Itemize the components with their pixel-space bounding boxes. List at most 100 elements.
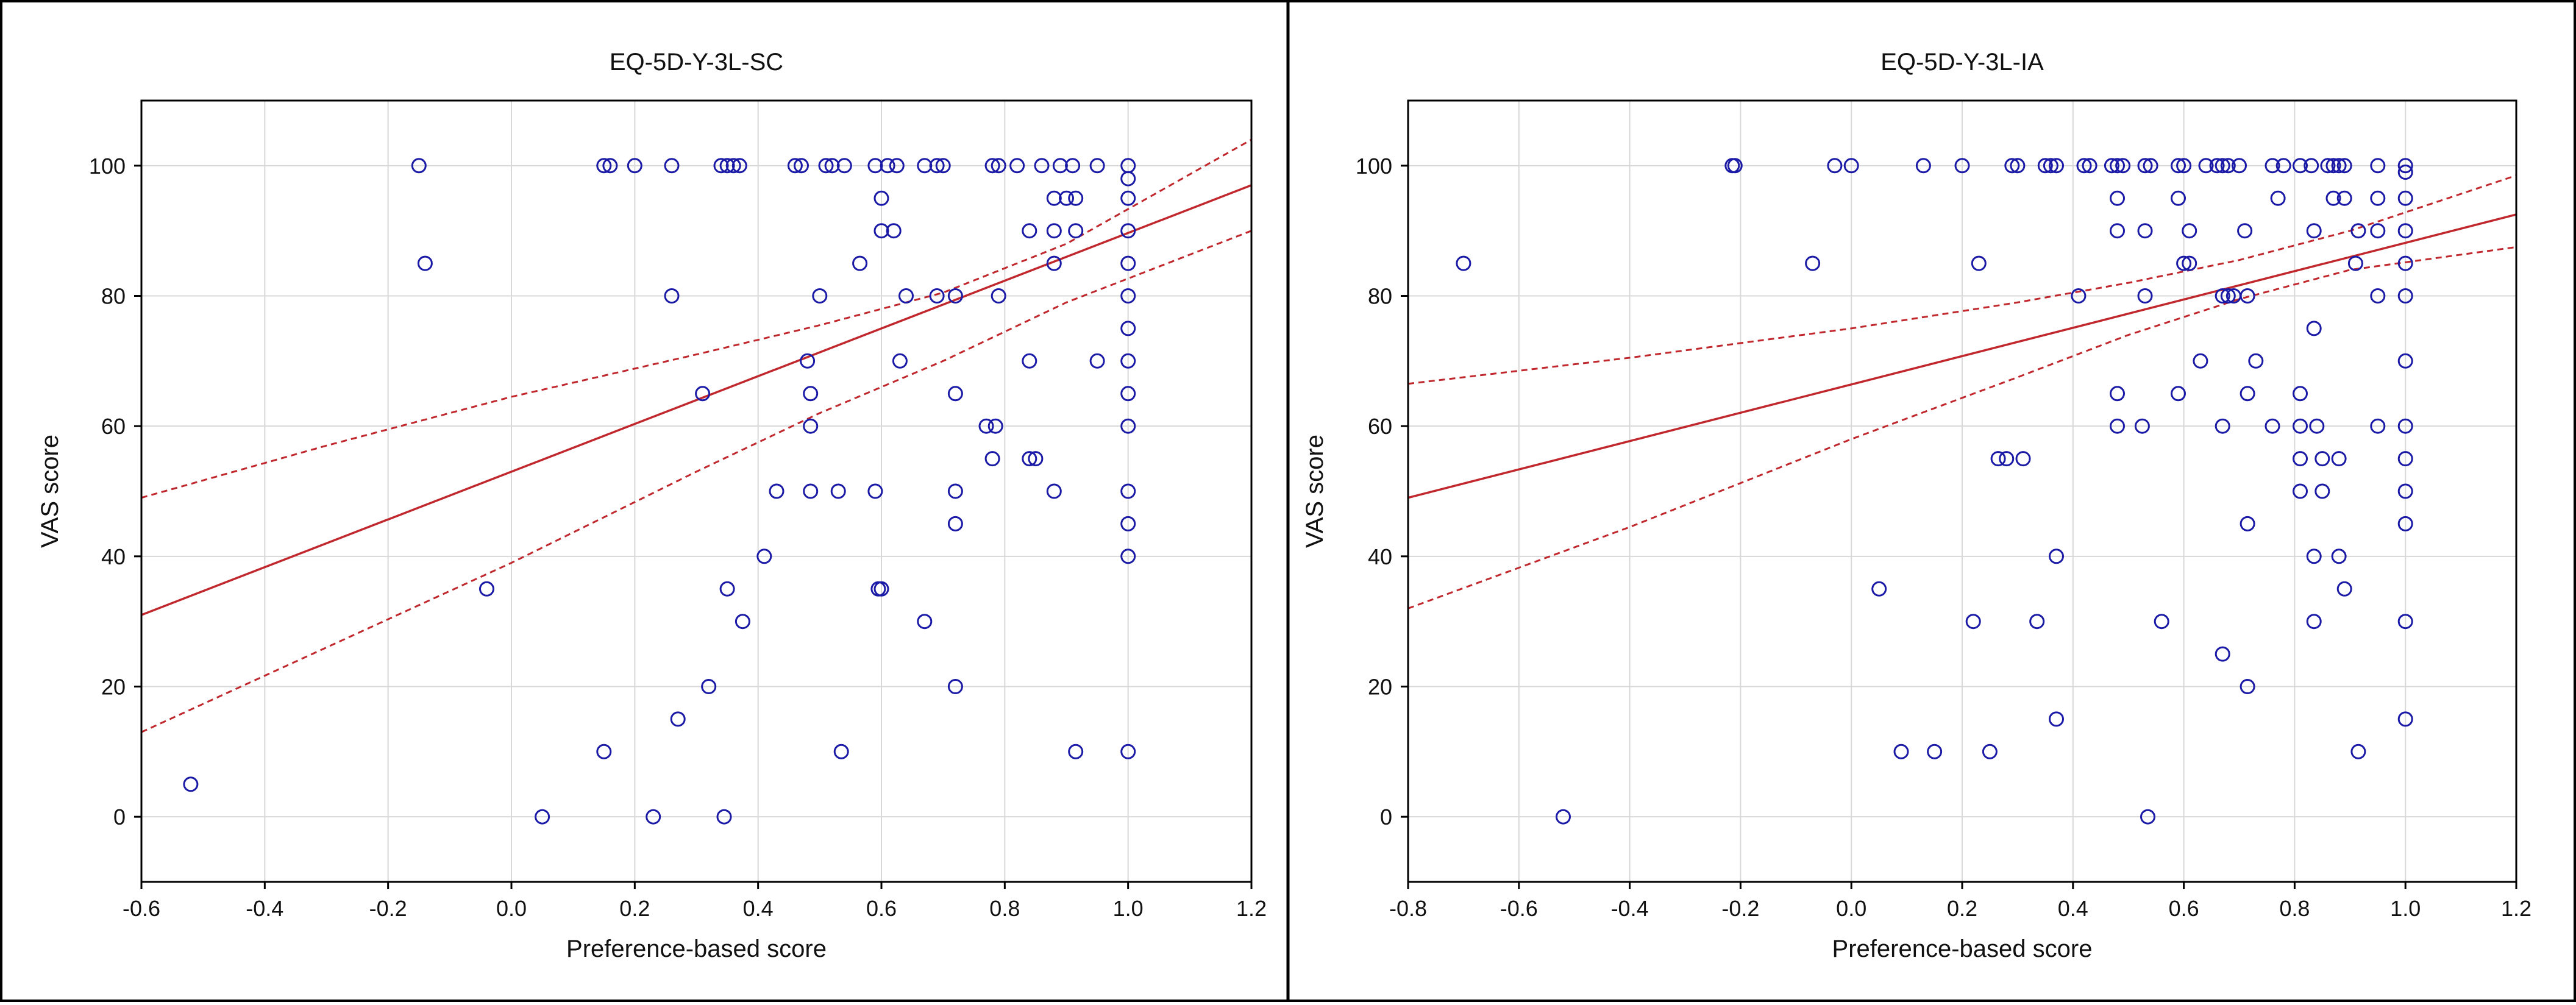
x-tick-label: -0.6 [123,896,160,921]
data-point [2082,158,2097,174]
data-point [627,158,642,174]
data-point [2397,451,2413,467]
plot-area [141,101,1251,882]
data-point [1456,255,1471,271]
data-point [2314,451,2330,467]
y-tick-label: 80 [1368,284,1392,309]
data-point [2220,288,2236,304]
data-point [2370,158,2386,174]
data-point [947,516,963,531]
data-point [1871,581,1887,597]
data-point [947,483,963,499]
data-point [803,483,819,499]
data-point [898,288,914,304]
data-point [2347,255,2363,271]
data-point [947,386,963,402]
data-point [1052,158,1068,174]
data-point [2110,223,2125,239]
data-point [2137,223,2153,239]
y-tick-label: 60 [1368,414,1392,439]
data-point [183,776,199,792]
data-point [735,614,750,630]
data-point [1046,190,1062,206]
data-point [787,158,803,174]
data-point [2320,158,2336,174]
data-point [1068,223,1084,239]
data-point [1089,353,1105,369]
x-tick-label: 0.4 [743,896,774,921]
data-point [2154,614,2169,630]
y-tick-label: 20 [101,675,126,700]
data-point [800,353,816,369]
data-point [2293,451,2308,467]
data-point [2215,646,2230,662]
data-point [2397,190,2413,206]
data-point [987,418,1003,434]
data-point [2215,418,2230,434]
panel-right: -0.8 -0.6 -0.4 -0.2 0.0 0.2 0.4 0.6 0.8 1.0 1.2 0 20… [1301,49,2532,962]
data-point [2331,549,2347,564]
data-point [1022,451,1037,467]
data-point [2134,418,2150,434]
data-point [2240,288,2255,304]
data-point [2397,483,2413,499]
data-point [873,223,889,239]
data-point [935,158,951,174]
data-point [2176,158,2192,174]
data-point [818,158,834,174]
data-point [880,158,895,174]
data-point [2270,190,2286,206]
data-point [824,158,840,174]
data-point [1022,223,1037,239]
data-point [2010,158,2026,174]
data-point [2110,158,2125,174]
data-point [1990,451,2006,467]
data-point [2350,223,2366,239]
data-point [2331,451,2347,467]
data-point [929,158,945,174]
data-point [2306,223,2322,239]
data-point [725,158,741,174]
fit-line [1407,213,2517,499]
data-point [701,679,717,694]
data-point [2110,190,2125,206]
data-point [889,158,905,174]
data-point [1059,190,1074,206]
data-point [1893,744,1909,759]
data-point [2325,158,2341,174]
ci-upper-line [1407,174,2517,385]
x-tick-label: -0.4 [246,896,283,921]
y-tick-label: 0 [1380,804,1392,829]
data-point [2293,386,2308,402]
data-point [2037,158,2053,174]
y-axis-label: VAS score [1301,435,1328,548]
data-point [1120,288,1136,304]
data-point [2240,679,2255,694]
data-point [1971,255,1987,271]
data-point [2293,418,2308,434]
x-tick-label: 0.2 [619,896,650,921]
data-point [2049,158,2064,174]
data-point [2325,190,2341,206]
data-point [2171,386,2186,402]
x-tick-label: 0.6 [866,896,897,921]
x-tick-label: 0.8 [2279,896,2310,921]
data-point [596,158,612,174]
data-point [417,255,433,271]
data-point [1068,190,1084,206]
data-point [2110,418,2125,434]
ci-upper-line [141,138,1252,499]
data-point [836,158,852,174]
data-point [713,158,729,174]
data-point [984,158,1000,174]
data-point [1120,223,1136,239]
data-point [2171,158,2186,174]
data-point [1034,158,1050,174]
data-point [664,288,680,304]
data-point [2370,190,2386,206]
data-point [602,158,618,174]
x-tick-label: -0.2 [369,896,407,921]
data-point [2043,158,2058,174]
data-point [716,809,732,825]
plot-border [140,99,1253,883]
